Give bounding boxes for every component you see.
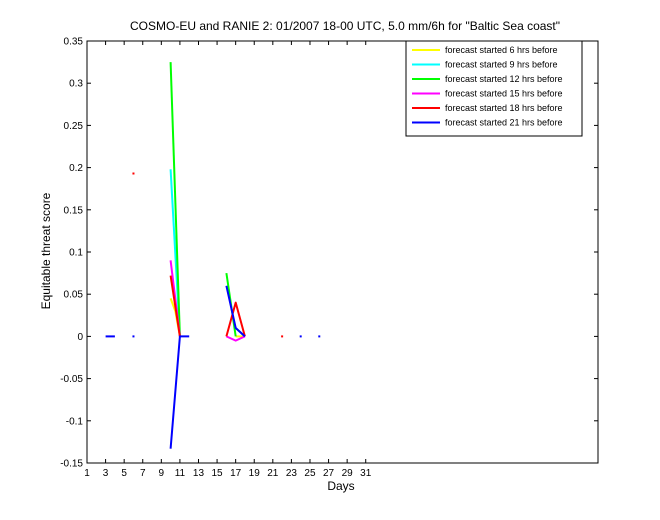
- x-axis: 1 3 5 7 9 11 13 15 17 19 21 23 25 27 29 31: [84, 41, 372, 479]
- x-tick-label: 3: [103, 468, 109, 479]
- y-tick-label: 0.25: [64, 121, 84, 132]
- data-point: [299, 335, 302, 338]
- legend-label: forecast started 18 hrs before: [445, 103, 563, 113]
- x-tick-label: 17: [230, 468, 242, 479]
- series-line: [225, 301, 246, 337]
- x-tick-label: 9: [159, 468, 165, 479]
- x-tick-label: 21: [267, 468, 279, 479]
- x-tick-label: 23: [286, 468, 298, 479]
- series-line: [225, 285, 246, 338]
- legend-label: forecast started 6 hrs before: [445, 45, 558, 55]
- legend-label: forecast started 9 hrs before: [445, 60, 558, 70]
- x-tick-label: 19: [249, 468, 261, 479]
- series-line: [169, 335, 190, 449]
- x-tick-label: 29: [342, 468, 354, 479]
- x-tick-label: 31: [360, 468, 372, 479]
- series-line: [225, 335, 246, 342]
- legend-box: [405, 40, 583, 137]
- y-tick-label: 0.2: [69, 163, 83, 174]
- y-axis: -0.15 -0.1 -0.05 0 0.05 0.1 0.15 0.2 0.25 0.3 0.35: [60, 37, 598, 470]
- x-tick-label: 5: [121, 468, 127, 479]
- x-tick-label: 25: [304, 468, 316, 479]
- x-tick-label: 7: [140, 468, 146, 479]
- legend-label: forecast started 15 hrs before: [445, 89, 563, 99]
- legend: forecast started 6 hrs before forecast st…: [405, 40, 583, 137]
- y-tick-label: 0: [77, 332, 83, 343]
- y-tick-label: -0.1: [66, 416, 84, 427]
- x-tick-label: 1: [84, 468, 90, 479]
- data-point: [132, 172, 135, 175]
- series-6: [105, 285, 321, 449]
- y-tick-label: -0.05: [60, 374, 83, 385]
- y-tick-label: 0.05: [64, 290, 84, 301]
- series-line: [169, 62, 181, 337]
- y-axis-title: Equitable threat score: [39, 192, 53, 309]
- data-point: [281, 335, 284, 338]
- data-point: [318, 335, 321, 338]
- y-tick-label: -0.15: [60, 459, 83, 470]
- x-tick-label: 27: [323, 468, 335, 479]
- y-tick-label: 0.35: [64, 37, 84, 48]
- chart-title: COSMO-EU and RANIE 2: 01/2007 18-00 UTC,…: [130, 19, 560, 33]
- y-tick-label: 0.3: [69, 79, 83, 90]
- y-tick-label: 0.15: [64, 205, 84, 216]
- x-tick-label: 13: [193, 468, 205, 479]
- data-point: [132, 335, 135, 338]
- series-layer: [105, 62, 321, 449]
- legend-label: forecast started 12 hrs before: [445, 74, 563, 84]
- series-line: [169, 275, 181, 337]
- x-axis-title: Days: [327, 479, 354, 493]
- x-tick-label: 11: [175, 468, 186, 479]
- series-5: [132, 172, 284, 338]
- y-tick-label: 0.1: [69, 248, 83, 259]
- x-tick-label: 15: [212, 468, 224, 479]
- legend-label: forecast started 21 hrs before: [445, 118, 563, 128]
